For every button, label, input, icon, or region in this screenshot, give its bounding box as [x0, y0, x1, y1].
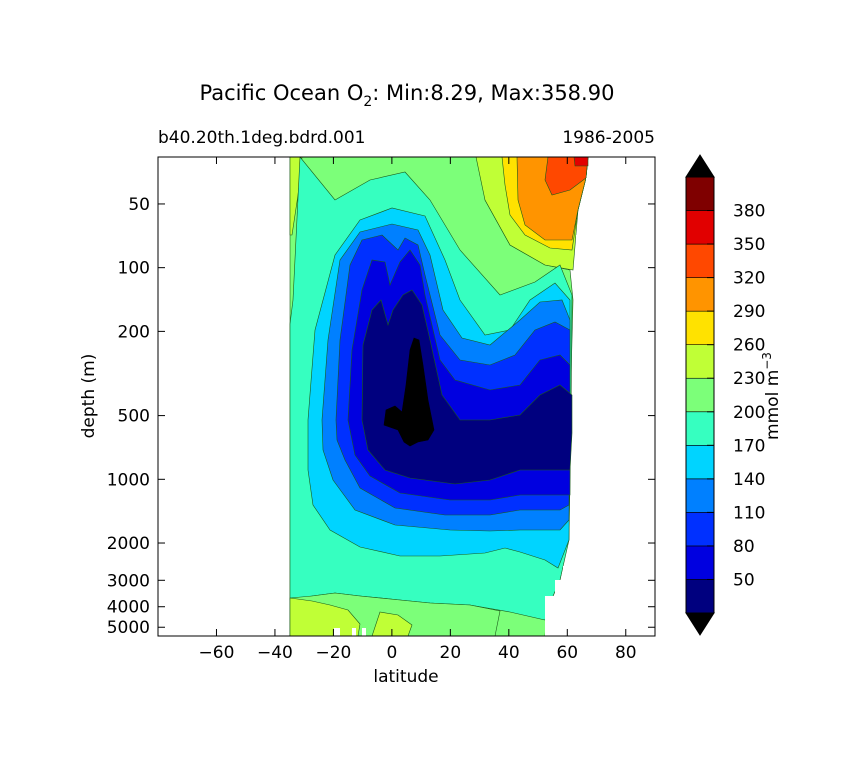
colorbar-tick-label: 260 [733, 336, 765, 356]
colorbar-swatch [685, 377, 715, 413]
y-tick-label: 5000 [107, 618, 150, 638]
colorbar-extend-top [685, 154, 715, 178]
contour-fields [289, 157, 589, 636]
colorbar-tick-label: 80 [733, 537, 755, 557]
contour-level-350-380 [573, 157, 589, 167]
colorbar-tick-label: 140 [733, 470, 765, 490]
x-tick-label: 20 [440, 643, 462, 663]
colorbar-tick-label: 50 [733, 570, 755, 590]
colorbar-swatch [685, 545, 715, 580]
colorbar: 50 80 110 140 170 200 230 260 290 320 350 380 [685, 154, 765, 636]
colorbar-tick-label: 380 [733, 202, 765, 222]
colorbar-tick-label: 170 [733, 436, 765, 456]
colorbar-swatch [685, 445, 715, 480]
contour-level-230-260-bottom [289, 597, 361, 636]
y-tick-label: 2000 [107, 534, 150, 554]
colorbar-extend-bottom [685, 612, 715, 636]
colorbar-swatch [685, 310, 715, 345]
colorbar-tick-label: 110 [733, 503, 765, 523]
colorbar-swatch [685, 579, 715, 614]
x-tick-label: −20 [315, 643, 351, 663]
colorbar-swatch [685, 344, 715, 379]
chart-subtitle-left: b40.20th.1deg.bdrd.001 [158, 128, 365, 148]
x-tick-label: 80 [615, 643, 637, 663]
colorbar-swatch [685, 411, 715, 446]
contour-level-under-20 [383, 337, 435, 447]
colorbar-swatch [685, 210, 715, 245]
x-tick-label: 60 [556, 643, 578, 663]
y-tick-label: 4000 [107, 598, 150, 618]
colorbar-tick-label: 350 [733, 235, 765, 255]
colorbar-tick-label: 200 [733, 403, 765, 423]
contour-level-320-350 [544, 157, 589, 196]
colorbar-tick-label: 230 [733, 369, 765, 389]
x-tick-label: −40 [257, 643, 293, 663]
y-tick-label: 3000 [107, 571, 150, 591]
x-axis-label: latitude [373, 667, 438, 687]
y-tick-label: 500 [118, 407, 150, 427]
colorbar-tick-label: 290 [733, 302, 765, 322]
colorbar-swatch [685, 478, 715, 513]
contour-level-230-260-bottom-right [371, 611, 413, 636]
x-tick-label: −60 [199, 643, 235, 663]
x-tick-label: 0 [386, 643, 397, 663]
land-mask [334, 157, 657, 636]
x-tick-label: 40 [498, 643, 520, 663]
colorbar-frame [685, 176, 715, 614]
colorbar-label: mmol m−3 [760, 352, 783, 440]
y-tick-label: 100 [118, 259, 150, 279]
colorbar-swatch [685, 176, 715, 211]
colorbar-swatch [685, 277, 715, 312]
y-tick-label: 1000 [107, 470, 150, 490]
y-tick-label: 50 [128, 195, 150, 215]
chart-subtitle-right: 1986-2005 [562, 128, 655, 148]
y-axis-label: depth (m) [79, 354, 99, 439]
plot-frame [157, 156, 656, 637]
chart-title: Pacific Ocean O2: Min:8.29, Max:358.90 [200, 81, 615, 110]
y-tick-label: 200 [118, 322, 150, 342]
colorbar-swatch [685, 512, 715, 547]
x-axis: −60 −40 −20 0 20 40 60 80 [199, 157, 637, 663]
colorbar-swatch [685, 243, 715, 278]
colorbar-tick-label: 320 [733, 269, 765, 289]
